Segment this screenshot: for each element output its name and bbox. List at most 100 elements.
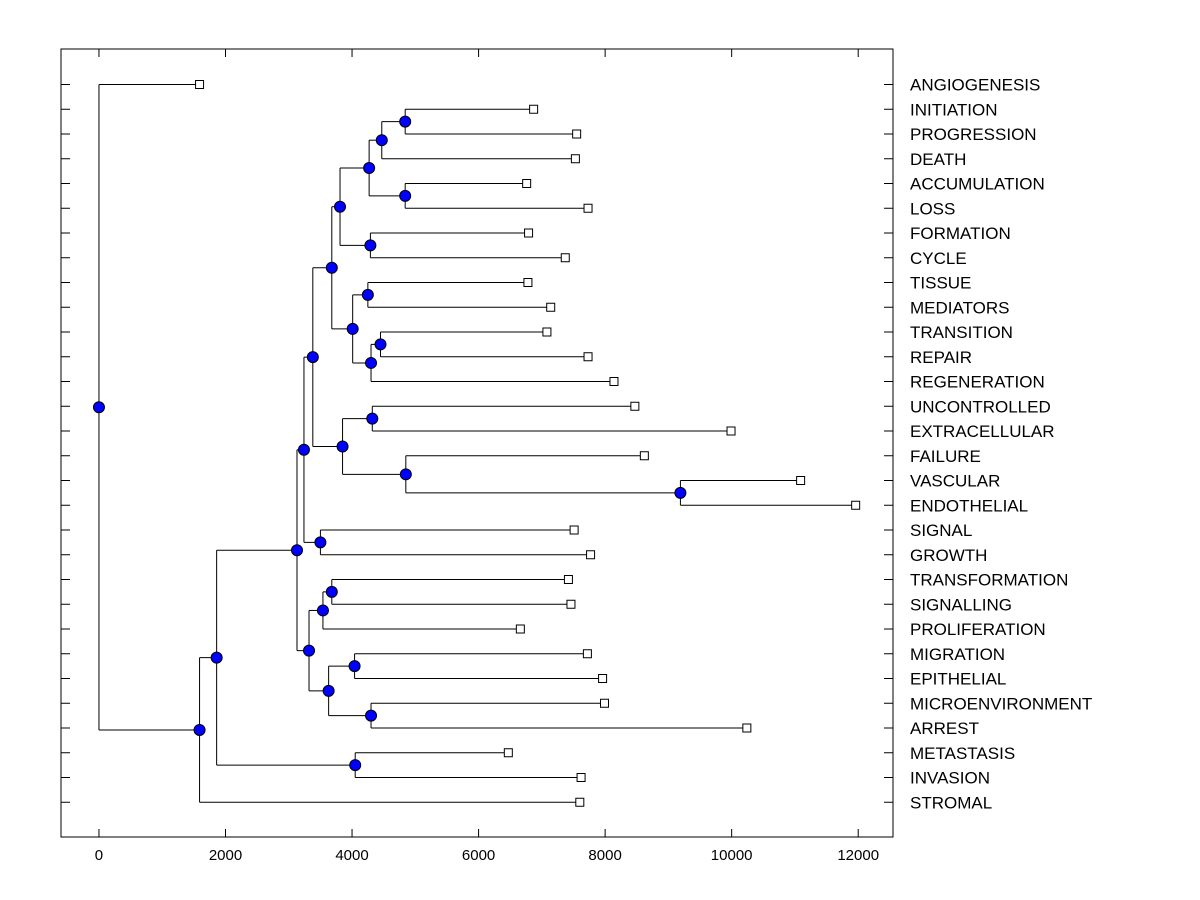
merge-node xyxy=(290,544,303,557)
leaf-marker xyxy=(524,228,534,238)
leaf-label: UNCONTROLLED xyxy=(910,397,1051,416)
merge-node xyxy=(364,239,377,252)
merge-node xyxy=(92,401,105,414)
merge-node xyxy=(325,261,338,274)
merge-node xyxy=(336,440,349,453)
leaf-marker xyxy=(566,599,576,609)
merge-node xyxy=(348,660,361,673)
leaf-label: ENDOTHELIAL xyxy=(910,496,1028,515)
merge-node xyxy=(399,115,412,128)
merge-node xyxy=(210,651,223,664)
leaf-label: FAILURE xyxy=(910,447,981,466)
x-tick-label: 8000 xyxy=(588,847,621,864)
leaf-label: TISSUE xyxy=(910,274,971,293)
x-tick-label: 6000 xyxy=(462,847,495,864)
leaf-marker xyxy=(796,476,806,485)
leaf-marker xyxy=(560,253,570,263)
leaf-marker xyxy=(529,104,539,114)
leaf-label: SIGNAL xyxy=(910,521,972,540)
leaf-label: DEATH xyxy=(910,150,966,169)
leaf-marker xyxy=(576,773,586,782)
leaf-marker xyxy=(639,451,649,461)
merge-node xyxy=(325,585,338,598)
leaf-label: PROLIFERATION xyxy=(910,620,1046,639)
leaf-marker xyxy=(546,302,556,312)
leaf-labels: ANGIOGENESIS INITIATION PROGRESSION DEATH AC… xyxy=(910,76,1092,813)
leaf-label: INVASION xyxy=(910,769,990,788)
leaf-marker xyxy=(609,377,619,386)
leaf-label: MEDIATORS xyxy=(910,298,1010,317)
merge-node xyxy=(193,723,206,736)
leaf-label: EPITHELIAL xyxy=(910,670,1006,689)
leaf-label: VASCULAR xyxy=(910,472,1000,491)
leaf-label: METASTASIS xyxy=(910,744,1015,763)
leaf-label: EXTRACELLULAR xyxy=(910,422,1055,441)
leaf-marker xyxy=(630,401,640,411)
leaf-label: MIGRATION xyxy=(910,645,1005,664)
leaf-label: ARREST xyxy=(910,719,979,738)
leaf-marker xyxy=(195,80,205,89)
dendrogram-links xyxy=(98,84,856,803)
leaf-marker xyxy=(570,154,580,164)
leaf-label: LOSS xyxy=(910,199,955,218)
leaf-label: MICROENVIRONMENT xyxy=(910,694,1092,713)
leaf-marker xyxy=(583,352,593,362)
x-tick-labels: 0 2000 4000 6000 8000 10000 12000 xyxy=(95,847,879,864)
leaf-marker xyxy=(575,797,585,807)
leaf-marker xyxy=(726,426,736,436)
leaf-label: CYCLE xyxy=(910,249,967,268)
leaf-label: INITIATION xyxy=(910,100,998,119)
leaf-marker xyxy=(542,327,552,337)
x-tick-label: 4000 xyxy=(335,847,368,864)
plot-frame xyxy=(60,48,894,838)
leaf-label: GROWTH xyxy=(910,546,987,565)
x-tick-label: 0 xyxy=(95,847,103,864)
merge-node xyxy=(363,162,376,175)
merge-node xyxy=(365,709,378,722)
leaf-label: ACCUMULATION xyxy=(910,175,1045,194)
merge-node xyxy=(399,189,412,202)
x-tick-label: 10000 xyxy=(711,847,753,864)
leaf-marker xyxy=(851,500,861,510)
merge-node xyxy=(322,684,335,697)
merge-node xyxy=(375,134,388,147)
merge-node xyxy=(399,468,412,481)
x-tick-label: 2000 xyxy=(209,847,242,864)
leaf-label: STROMAL xyxy=(910,793,992,812)
merge-node xyxy=(297,443,310,456)
merge-node xyxy=(346,322,359,335)
leaf-label: REGENERATION xyxy=(910,373,1045,392)
merge-node xyxy=(306,351,319,364)
leaf-label: FORMATION xyxy=(910,224,1011,243)
leaf-label: PROGRESSION xyxy=(910,125,1037,144)
leaf-markers xyxy=(195,80,861,807)
axis-ticks xyxy=(61,49,893,837)
merge-node xyxy=(365,356,378,369)
leaf-marker xyxy=(503,748,513,758)
leaf-marker xyxy=(599,698,609,708)
leaf-marker xyxy=(569,525,579,535)
leaf-label: ANGIOGENESIS xyxy=(910,76,1040,95)
leaf-marker xyxy=(572,129,582,139)
merge-node xyxy=(349,759,362,772)
merge-node xyxy=(366,412,379,425)
merge-node xyxy=(303,644,316,657)
leaf-marker xyxy=(586,550,596,560)
merge-node xyxy=(314,536,327,549)
merge-node xyxy=(316,604,329,617)
leaf-label: SIGNALLING xyxy=(910,595,1012,614)
merge-node xyxy=(674,486,687,499)
leaf-marker xyxy=(598,674,608,683)
leaf-marker xyxy=(522,179,532,188)
leaf-marker xyxy=(523,278,533,287)
leaf-label: REPAIR xyxy=(910,348,972,367)
leaf-marker xyxy=(515,624,525,634)
leaf-marker xyxy=(742,723,752,733)
x-tick-label: 12000 xyxy=(837,847,879,864)
merge-node xyxy=(361,288,374,301)
merge-node xyxy=(334,200,347,213)
merge-nodes xyxy=(92,115,687,772)
merge-node xyxy=(374,338,387,351)
leaf-marker xyxy=(582,649,592,659)
